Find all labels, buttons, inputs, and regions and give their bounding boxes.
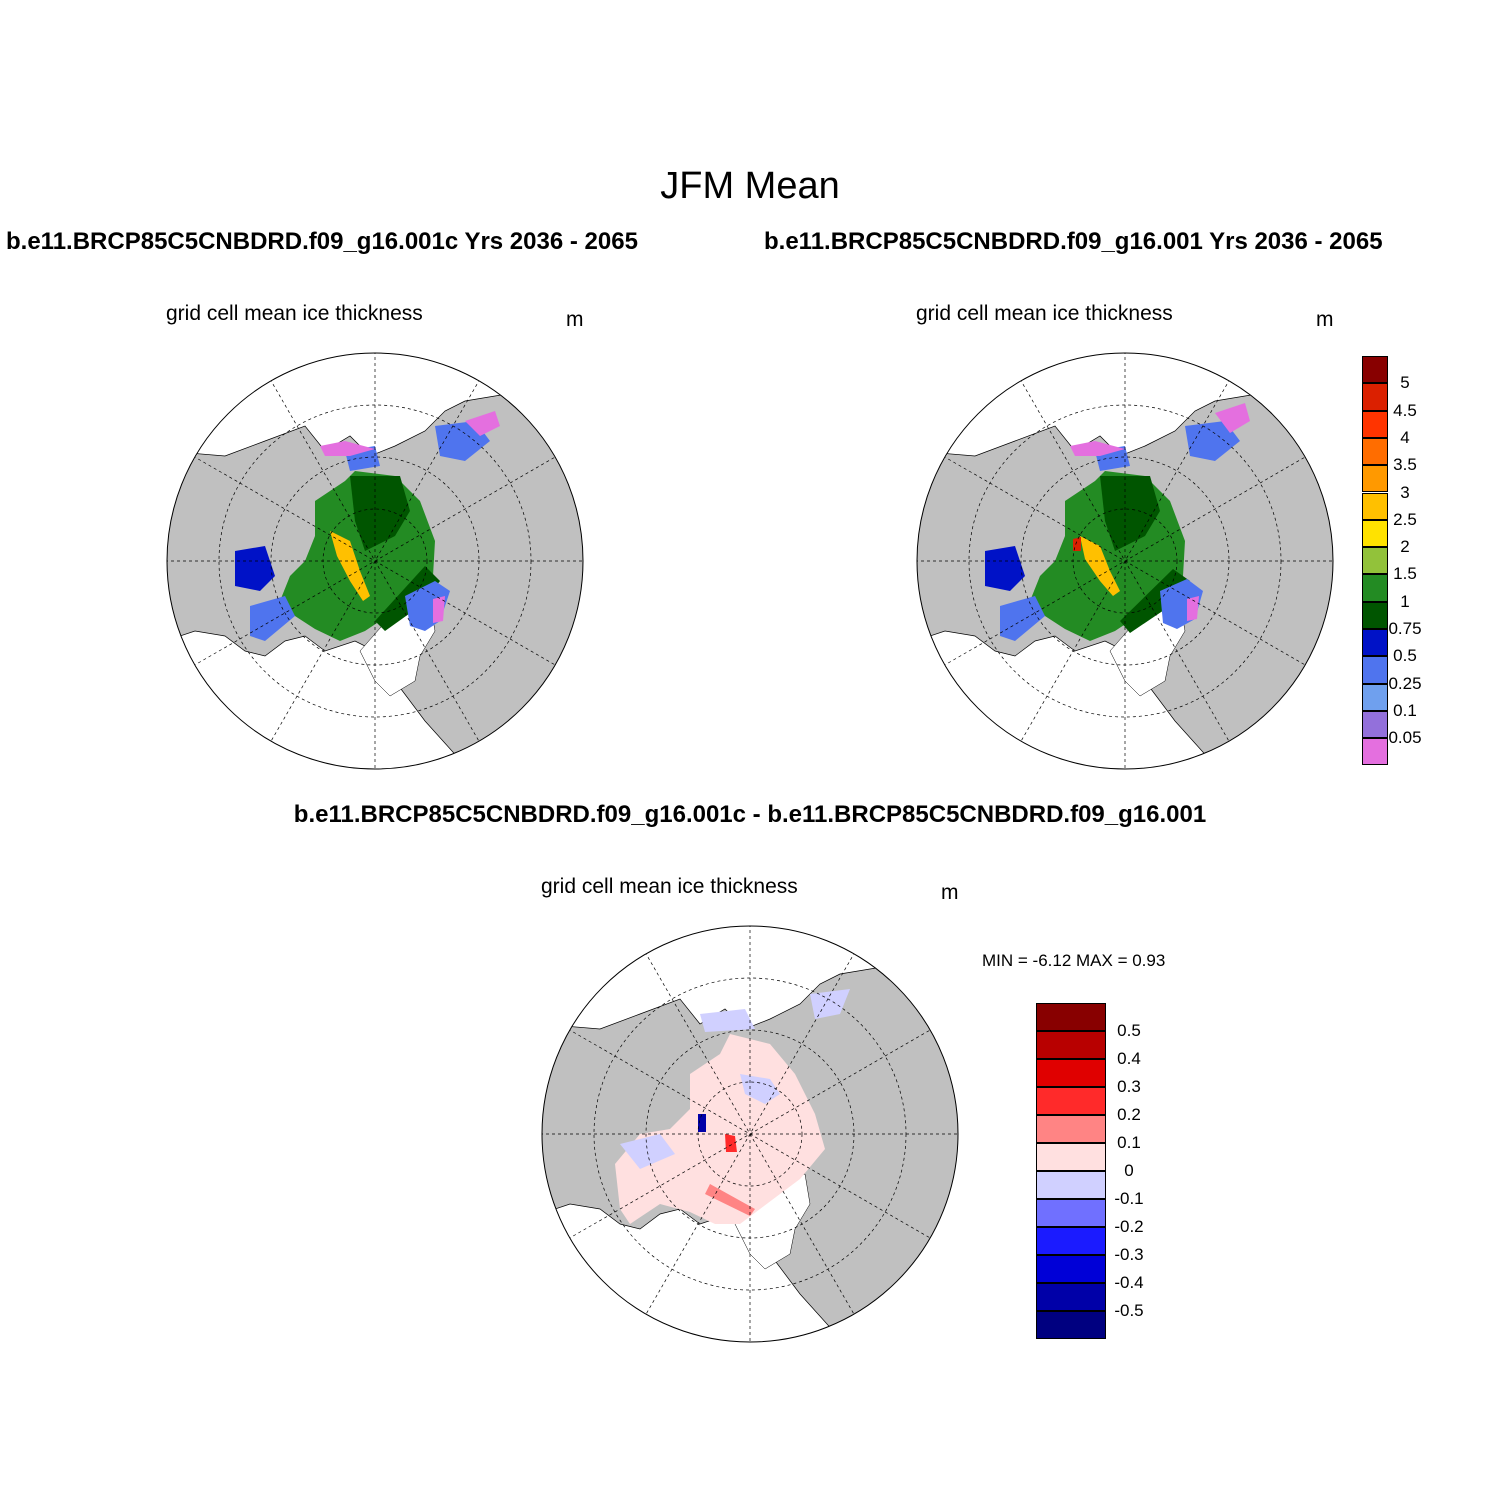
difference-colorbar-box — [1036, 1115, 1106, 1143]
thickness-colorbar-box — [1362, 465, 1388, 493]
min-max-readout: MIN = -6.12 MAX = 0.93 — [982, 951, 1166, 970]
thickness-colorbar-box — [1362, 383, 1388, 411]
diff-positive-small — [615, 1034, 825, 1224]
thickness-colorbar-box — [1362, 738, 1388, 766]
thickness-colorbar-label: 0.05 — [1388, 728, 1422, 748]
ice-thick-ridge — [1080, 536, 1120, 596]
thickness-colorbar-box — [1362, 683, 1388, 711]
ice-edge-pink — [433, 596, 445, 623]
right-panel-unit: m — [1316, 308, 1334, 331]
graticule — [917, 353, 1333, 769]
difference-colorbar-label: 0 — [1124, 1161, 1134, 1180]
left-panel-unit: m — [566, 308, 584, 331]
difference-colorbar-box — [1036, 1143, 1106, 1171]
difference-colorbar-label: 0.2 — [1117, 1105, 1141, 1124]
difference-colorbar-box — [1036, 1031, 1106, 1059]
thickness-colorbar-box — [1362, 437, 1388, 466]
right-panel-label: grid cell mean ice thickness — [916, 302, 1173, 325]
difference-colorbar-label: -0.3 — [1114, 1245, 1144, 1264]
thickness-colorbar-box — [1362, 410, 1388, 438]
difference-colorbar-label: 0.5 — [1117, 1021, 1141, 1040]
diff-panel-unit: m — [941, 881, 959, 904]
difference-polar-map — [541, 925, 959, 1343]
hudson-bay-ice — [985, 546, 1025, 591]
thickness-colorbar-box — [1362, 601, 1388, 629]
difference-colorbar-label: 0.3 — [1117, 1077, 1141, 1096]
left-polar-map — [166, 352, 584, 770]
thickness-colorbar-label: 2 — [1400, 537, 1410, 557]
difference-colorbar-label: -0.1 — [1114, 1189, 1144, 1208]
thickness-colorbar: 5 4.5 4 3.5 3 2.5 2 1.5 1 0.75 0.5 0.25 0.1 0.05 — [1362, 356, 1462, 766]
difference-colorbar-box — [1036, 1003, 1106, 1031]
diff-negative-pacific — [810, 989, 850, 1019]
left-case-title: b.e11.BRCP85C5CNBDRD.f09_g16.001c Yrs 20… — [6, 228, 638, 255]
thickness-colorbar-label: 1.5 — [1393, 564, 1417, 584]
difference-title: b.e11.BRCP85C5CNBDRD.f09_g16.001c - b.e1… — [293, 801, 1207, 828]
thickness-colorbar-label: 5 — [1400, 373, 1410, 393]
main-title: JFM Mean — [660, 165, 840, 207]
thickness-colorbar-label: 1 — [1400, 591, 1410, 611]
thickness-colorbar-label: 4 — [1400, 427, 1410, 447]
right-polar-map — [916, 352, 1334, 770]
difference-colorbar-box — [1036, 1171, 1106, 1199]
difference-colorbar: 0.5 0.4 0.3 0.2 0.1 0 -0.1 -0.2 -0.3 -0.4 -0.5 — [1036, 1003, 1156, 1339]
difference-colorbar-box — [1036, 1227, 1106, 1255]
thickness-colorbar-label: 3.5 — [1393, 455, 1417, 475]
ice-pack-edge — [1120, 569, 1190, 633]
difference-colorbar-label: -0.4 — [1114, 1273, 1144, 1292]
right-case-title: b.e11.BRCP85C5CNBDRD.f09_g16.001 Yrs 203… — [764, 228, 1383, 255]
thickness-colorbar-box — [1362, 656, 1388, 684]
diff-negative-max — [698, 1114, 706, 1132]
difference-colorbar-box — [1036, 1087, 1106, 1115]
bering-ice-edge — [1070, 441, 1125, 456]
thickness-colorbar-box — [1362, 519, 1388, 548]
diff-panel-label: grid cell mean ice thickness — [541, 875, 798, 898]
difference-colorbar-box — [1036, 1059, 1106, 1087]
labrador-ice — [1000, 596, 1045, 641]
difference-colorbar-box — [1036, 1283, 1106, 1311]
thickness-colorbar-box — [1362, 629, 1388, 657]
difference-colorbar-box — [1036, 1311, 1106, 1339]
difference-colorbar-label: 0.1 — [1117, 1133, 1141, 1152]
thickness-colorbar-label: 4.5 — [1393, 400, 1417, 420]
thickness-colorbar-box — [1362, 710, 1388, 739]
thickness-colorbar-label: 0.1 — [1393, 700, 1417, 720]
okhotsk-ice — [1185, 421, 1240, 461]
labrador-ice — [250, 596, 295, 641]
thickness-colorbar-label: 3 — [1400, 482, 1410, 502]
okhotsk-ice-edge — [1215, 403, 1250, 433]
difference-colorbar-box — [1036, 1255, 1106, 1283]
thickness-colorbar-box — [1362, 547, 1388, 575]
difference-colorbar-box — [1036, 1199, 1106, 1227]
bering-ice-edge — [320, 441, 375, 456]
ice-pack-thick — [350, 476, 410, 551]
difference-colorbar-label: 0.4 — [1117, 1049, 1141, 1068]
okhotsk-ice-edge — [465, 411, 500, 436]
left-panel-label: grid cell mean ice thickness — [166, 302, 423, 325]
ice-thick-ridge — [330, 531, 370, 601]
difference-colorbar-label: -0.2 — [1114, 1217, 1144, 1236]
thickness-colorbar-box — [1362, 356, 1388, 384]
hudson-bay-ice — [235, 546, 275, 591]
thickness-colorbar-box — [1362, 574, 1388, 602]
thickness-colorbar-label: 0.25 — [1388, 673, 1422, 693]
thickness-colorbar-label: 2.5 — [1393, 509, 1417, 529]
diff-positive-ribbon — [705, 1184, 755, 1216]
graticule — [167, 353, 583, 769]
thickness-colorbar-box — [1362, 492, 1388, 520]
thickness-colorbar-label: 0.5 — [1393, 646, 1417, 666]
graticule — [542, 926, 958, 1342]
diff-negative-north — [700, 1009, 755, 1032]
difference-colorbar-label: -0.5 — [1114, 1301, 1144, 1320]
diff-positive-max — [725, 1134, 737, 1152]
ice-pack-thick — [1100, 476, 1160, 551]
ice-edge-pink — [1187, 596, 1199, 621]
thickness-colorbar-label: 0.75 — [1388, 619, 1422, 638]
